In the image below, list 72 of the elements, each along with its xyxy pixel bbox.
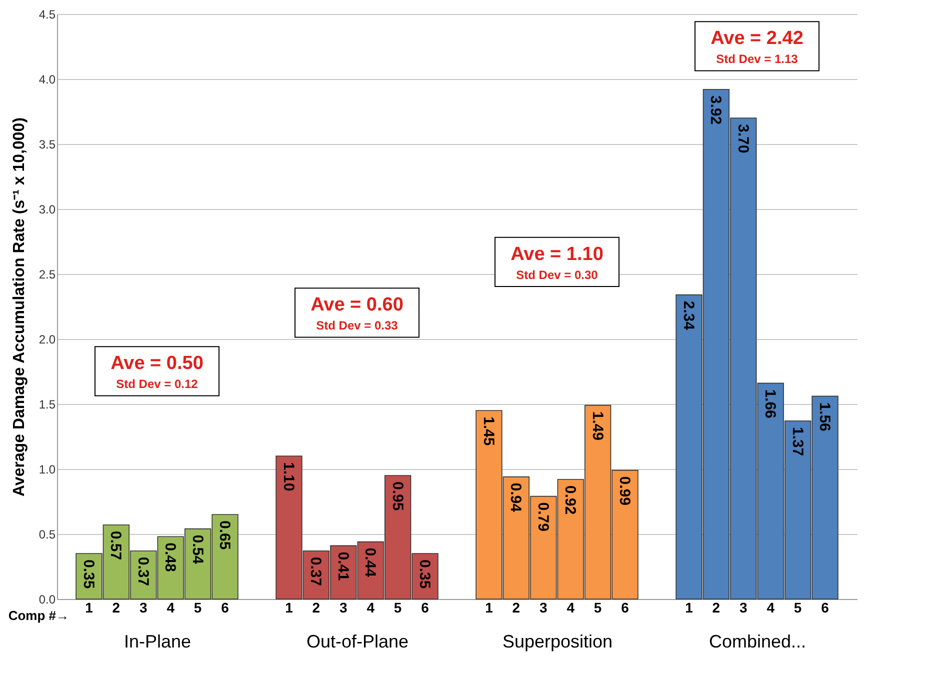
annotation: Ave = 2.42 — [710, 28, 804, 50]
text: Comp #→ — [8, 608, 69, 623]
y-tick-label: 2.5 — [38, 268, 56, 282]
data-label: 0.48 — [162, 542, 179, 572]
data-label: 0.57 — [107, 530, 124, 560]
x-tick-label: 2 — [512, 600, 520, 616]
x-axis-title: In-Plane — [124, 632, 192, 652]
data-label: 0.41 — [334, 552, 352, 581]
x-tick-label: 4 — [566, 600, 575, 616]
x-tick-label: 6 — [821, 600, 830, 616]
data-label: 0.92 — [562, 485, 579, 515]
x-tick-label: 4 — [166, 600, 175, 616]
data-label: 1.10 — [280, 462, 297, 492]
annotation: Std Dev = 0.33 — [316, 318, 398, 333]
annotation: Ave = 0.50 — [110, 353, 204, 374]
data-label: 2.34 — [680, 300, 697, 331]
x-tick-label: 1 — [285, 600, 294, 616]
y-tick-label: 1.5 — [38, 398, 56, 412]
annotation: Ave = 0.60 — [310, 294, 404, 316]
x-tick-label: 3 — [739, 600, 748, 616]
y-tick-label: 3.0 — [38, 202, 56, 216]
data-label: 1.45 — [480, 416, 497, 446]
x-tick-label: 6 — [421, 600, 430, 616]
x-tick-label: 4 — [366, 600, 375, 616]
y-axis-title: Average Damage Accumulation Rate (s⁻¹ x 10,000) — [10, 117, 28, 497]
annotation: Ave = 1.10 — [510, 244, 604, 265]
data-label: 0.65 — [216, 520, 234, 550]
x-tick-label: 3 — [139, 600, 148, 616]
x-tick-label: 1 — [485, 600, 494, 616]
y-tick-label: 2.0 — [38, 332, 56, 346]
annotation: Std Dev = 0.12 — [116, 377, 198, 392]
x-tick-label: 5 — [794, 600, 802, 616]
x-tick-label: 3 — [539, 600, 548, 616]
data-label: 3.70 — [734, 124, 752, 154]
y-tick-label: 3.5 — [38, 138, 56, 152]
x-axis-title: Superposition — [502, 632, 613, 652]
data-label: 1.56 — [816, 402, 834, 432]
y-tick-label: 0.0 — [38, 592, 56, 606]
x-tick-label: 6 — [621, 600, 630, 616]
x-tick-label: 2 — [712, 600, 720, 616]
data-label: 0.99 — [616, 476, 634, 506]
x-tick-label: 5 — [594, 600, 602, 616]
x-tick-label: 4 — [766, 600, 775, 616]
x-axis-title: Combined... — [708, 632, 806, 652]
annotation: Std Dev = 1.13 — [716, 52, 798, 66]
data-label: 1.37 — [788, 426, 806, 456]
x-tick-label: 1 — [685, 600, 694, 616]
x-tick-label: 6 — [221, 600, 230, 616]
data-label: 0.37 — [307, 556, 324, 586]
annotation: Std Dev = 0.30 — [516, 268, 598, 282]
data-label: 0.35 — [80, 560, 97, 589]
data-label: 1.66 — [762, 389, 779, 418]
y-tick-label: 0.5 — [38, 528, 56, 542]
x-tick-label: 1 — [85, 600, 94, 616]
x-axis-title: Out-of-Plane — [306, 632, 409, 652]
data-label: 0.79 — [534, 502, 552, 532]
data-label: 1.49 — [588, 411, 606, 441]
y-tick-label: 4.0 — [38, 72, 56, 86]
x-tick-label: 3 — [339, 600, 348, 616]
data-label: 0.95 — [388, 482, 406, 511]
x-tick-label: 2 — [112, 600, 120, 616]
x-tick-label: 5 — [394, 600, 402, 616]
y-tick-label: 4.5 — [38, 8, 56, 22]
data-label: 0.37 — [134, 556, 152, 586]
x-tick-label: 5 — [194, 600, 202, 616]
x-tick-label: 2 — [312, 600, 320, 616]
data-label: 3.92 — [707, 95, 724, 125]
data-label: 0.44 — [362, 548, 379, 578]
data-label: 0.54 — [188, 534, 206, 565]
y-tick-label: 1.0 — [38, 462, 56, 476]
data-label: 0.94 — [507, 482, 524, 513]
data-label: 0.35 — [416, 560, 434, 589]
